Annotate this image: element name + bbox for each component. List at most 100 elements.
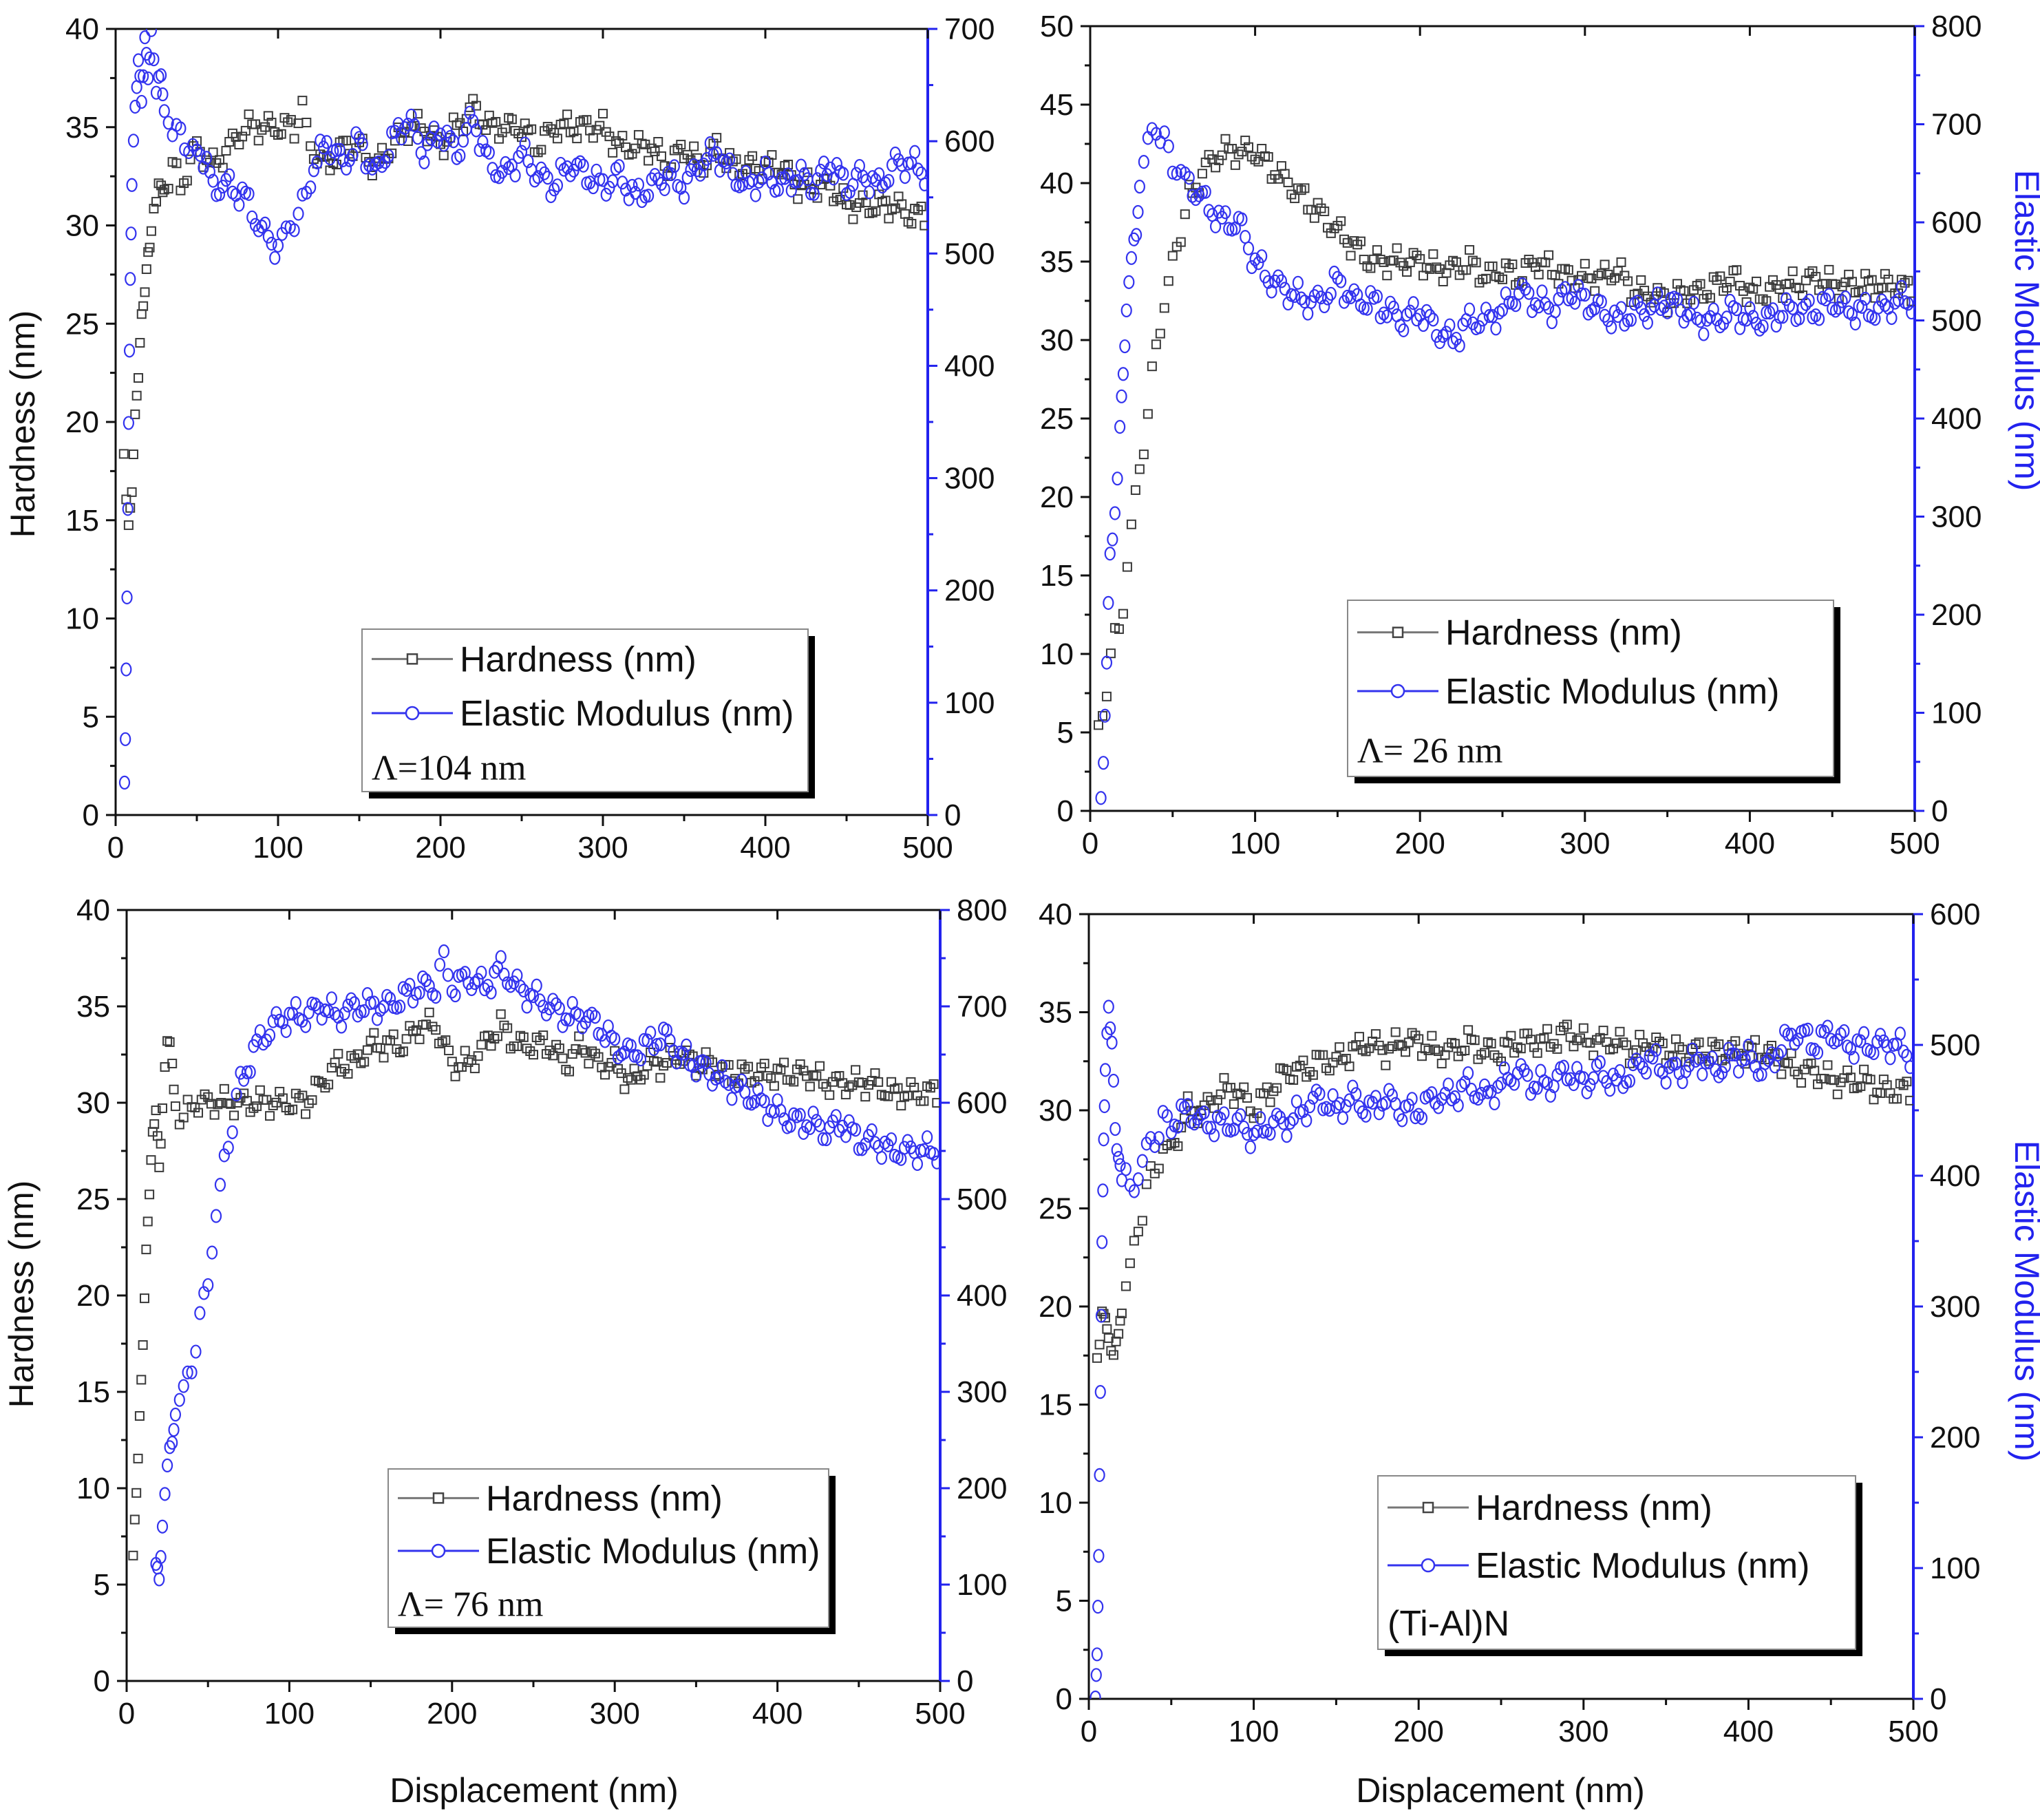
hardness-point xyxy=(897,199,907,209)
hardness-point xyxy=(1781,279,1792,290)
hardness-point xyxy=(1842,1065,1853,1075)
modulus-point xyxy=(577,158,589,173)
hardness-point xyxy=(584,1059,594,1069)
hardness-point xyxy=(307,1095,317,1105)
hardness-point xyxy=(867,207,878,218)
modulus-point xyxy=(1132,1172,1144,1187)
modulus-point xyxy=(1256,249,1268,264)
hardness-point xyxy=(1705,293,1715,303)
modulus-point xyxy=(315,134,326,148)
modulus-point xyxy=(123,416,134,430)
hardness-point xyxy=(811,1071,822,1081)
modulus-point xyxy=(1510,298,1522,313)
y-tick-label: 10 xyxy=(1039,1486,1072,1520)
hardness-point xyxy=(1791,282,1801,293)
hardness-point xyxy=(196,1094,206,1105)
hardness-point xyxy=(326,1063,337,1073)
modulus-point xyxy=(1764,306,1776,320)
hardness-point xyxy=(802,1071,812,1081)
hardness-point xyxy=(1813,1079,1823,1090)
hardness-point xyxy=(1166,1139,1176,1149)
hardness-point xyxy=(1862,1074,1872,1084)
modulus-point xyxy=(394,999,406,1014)
modulus-point xyxy=(1275,274,1288,288)
modulus-point xyxy=(545,189,557,204)
hardness-point xyxy=(585,125,595,136)
modulus-point xyxy=(270,1006,282,1020)
hardness-point xyxy=(1471,257,1481,268)
hardness-point xyxy=(297,96,308,106)
hardness-point xyxy=(1167,251,1178,261)
modulus-point xyxy=(323,1004,334,1019)
hardness-point xyxy=(1414,1034,1424,1044)
modulus-point xyxy=(1095,791,1107,805)
modulus-point xyxy=(1496,303,1509,317)
hardness-point xyxy=(608,147,618,158)
hardness-point xyxy=(1217,150,1227,160)
modulus-point xyxy=(1114,420,1126,434)
chart-panel-4: 0 100 200 300 400 500051015202530354001002003… xyxy=(1039,898,2040,1810)
modulus-point xyxy=(1573,279,1584,293)
hardness-point xyxy=(1611,1038,1622,1048)
hardness-point xyxy=(1103,1333,1114,1343)
modulus-point xyxy=(1090,1668,1102,1682)
hardness-point xyxy=(1428,249,1438,260)
modulus-point xyxy=(269,251,281,265)
modulus-point xyxy=(866,1123,878,1138)
legend-modulus-marker xyxy=(405,706,420,721)
hardness-point xyxy=(200,1089,210,1099)
hardness-point xyxy=(1529,1042,1539,1052)
hardness-point xyxy=(549,127,560,138)
modulus-point xyxy=(1739,1052,1751,1066)
hardness-point xyxy=(623,1072,633,1083)
hardness-point xyxy=(1636,275,1646,285)
hardness-point xyxy=(140,1293,150,1304)
hardness-point xyxy=(486,1041,496,1051)
hardness-point xyxy=(555,119,566,129)
hardness-point xyxy=(544,1045,555,1055)
modulus-point xyxy=(867,170,878,184)
hardness-point xyxy=(1239,1082,1249,1092)
modulus-point xyxy=(1299,295,1310,309)
hardness-point xyxy=(1487,261,1498,271)
modulus-point xyxy=(118,775,131,790)
modulus-point xyxy=(1811,1046,1824,1060)
modulus-point xyxy=(469,976,480,991)
modulus-point xyxy=(1634,1056,1646,1070)
modulus-point xyxy=(1726,1047,1738,1061)
hardness-point xyxy=(1213,155,1224,165)
modulus-point xyxy=(1235,1108,1246,1123)
hardness-point xyxy=(1451,257,1461,267)
modulus-point xyxy=(1754,322,1765,337)
hardness-point xyxy=(535,1035,545,1046)
modulus-point xyxy=(1401,308,1413,322)
hardness-point xyxy=(1902,1077,1912,1087)
modulus-point xyxy=(628,1048,640,1063)
y-tick-label: 5 xyxy=(1056,1585,1072,1618)
modulus-point xyxy=(483,145,495,160)
modulus-point xyxy=(1800,297,1811,311)
hardness-point xyxy=(239,1088,249,1099)
hardness-point xyxy=(884,213,894,224)
modulus-point xyxy=(1345,290,1357,304)
hardness-point xyxy=(552,134,562,144)
hardness-point xyxy=(1809,1066,1820,1076)
hardness-point xyxy=(136,1375,147,1385)
hardness-point xyxy=(1272,1083,1282,1093)
modulus-point xyxy=(1734,321,1746,335)
x-tick-label: 200 xyxy=(1393,1715,1443,1748)
modulus-point xyxy=(201,151,213,165)
legend-box xyxy=(361,628,809,792)
modulus-point xyxy=(1357,1105,1368,1120)
modulus-point xyxy=(1098,1132,1109,1147)
hardness-point xyxy=(629,1064,639,1074)
hardness-point xyxy=(154,1162,164,1172)
hardness-point xyxy=(237,131,248,142)
modulus-point xyxy=(156,1519,169,1534)
modulus-point xyxy=(1858,1026,1870,1040)
hardness-point xyxy=(1572,1035,1582,1046)
modulus-point xyxy=(716,1059,728,1073)
modulus-point xyxy=(1769,1059,1781,1074)
y2-tick-label: 0 xyxy=(957,1664,973,1698)
hardness-point xyxy=(646,143,657,154)
